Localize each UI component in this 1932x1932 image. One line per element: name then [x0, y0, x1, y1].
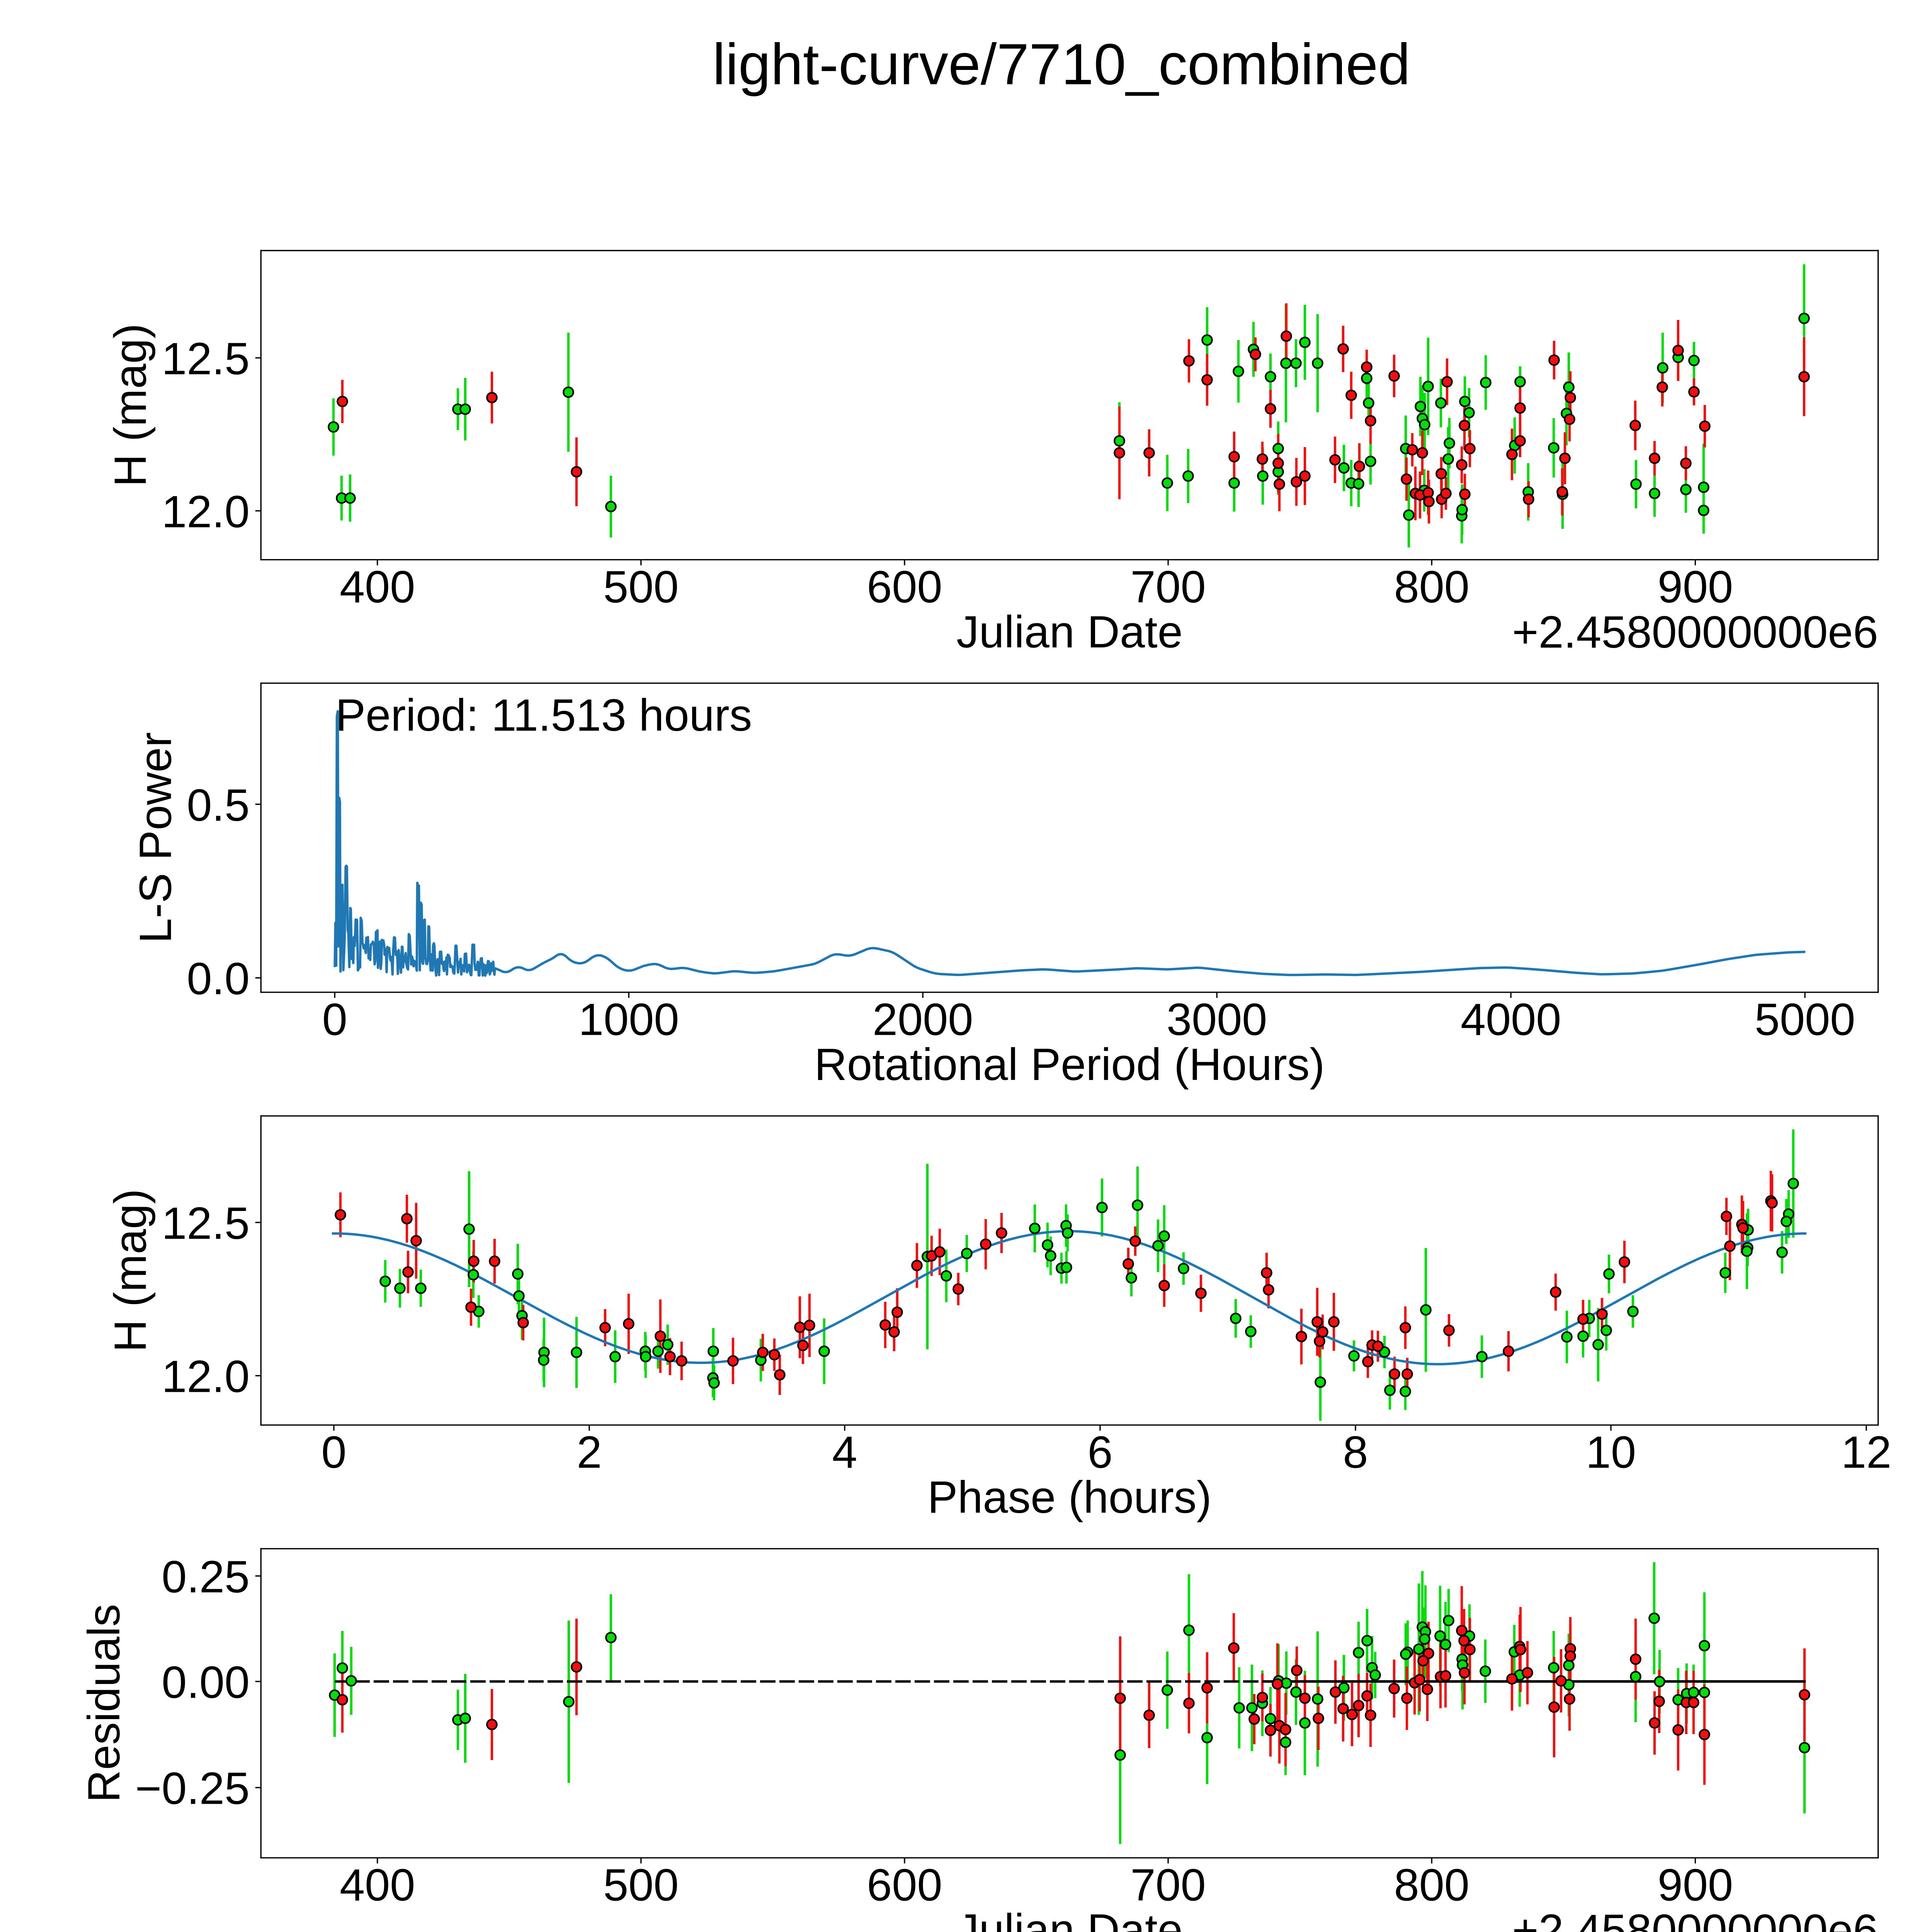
svg-text:12.5: 12.5 — [162, 1198, 250, 1248]
svg-text:+2.4580000000e6: +2.4580000000e6 — [1512, 607, 1878, 657]
svg-text:400: 400 — [340, 1859, 415, 1910]
svg-text:L-S Power: L-S Power — [130, 732, 180, 944]
svg-text:12.0: 12.0 — [162, 1351, 250, 1402]
svg-text:12: 12 — [1841, 1427, 1891, 1477]
svg-text:Period: 11.513 hours: Period: 11.513 hours — [335, 690, 752, 740]
svg-text:Julian Date: Julian Date — [956, 606, 1183, 657]
svg-text:Rotational Period (Hours): Rotational Period (Hours) — [814, 1039, 1325, 1090]
svg-text:800: 800 — [1394, 561, 1469, 612]
svg-text:H (mag): H (mag) — [105, 1189, 155, 1352]
svg-text:Julian Date: Julian Date — [956, 1905, 1183, 1932]
svg-text:4: 4 — [832, 1427, 857, 1477]
svg-text:0.5: 0.5 — [187, 780, 250, 830]
svg-text:2: 2 — [577, 1427, 602, 1477]
svg-text:12.0: 12.0 — [162, 486, 250, 537]
svg-text:light-curve/7710_combined: light-curve/7710_combined — [713, 32, 1410, 97]
svg-text:3000: 3000 — [1167, 994, 1267, 1044]
svg-text:8: 8 — [1343, 1427, 1368, 1477]
svg-text:600: 600 — [867, 1859, 942, 1910]
svg-text:5000: 5000 — [1755, 994, 1855, 1044]
svg-text:12.5: 12.5 — [162, 333, 250, 384]
svg-text:H (mag): H (mag) — [105, 323, 155, 487]
svg-text:0.0: 0.0 — [187, 953, 250, 1004]
svg-text:500: 500 — [603, 1859, 679, 1910]
svg-text:0.25: 0.25 — [162, 1551, 250, 1602]
svg-text:900: 900 — [1658, 1859, 1733, 1910]
svg-text:Phase (hours): Phase (hours) — [927, 1472, 1211, 1522]
svg-text:700: 700 — [1130, 561, 1206, 612]
svg-text:900: 900 — [1658, 561, 1733, 612]
svg-text:10: 10 — [1586, 1427, 1636, 1477]
svg-text:4000: 4000 — [1461, 994, 1561, 1044]
svg-text:0: 0 — [321, 1427, 346, 1477]
svg-text:700: 700 — [1130, 1859, 1206, 1910]
svg-text:2000: 2000 — [872, 994, 973, 1044]
svg-text:800: 800 — [1394, 1859, 1469, 1910]
svg-text:500: 500 — [603, 561, 679, 612]
svg-text:−0.25: −0.25 — [135, 1763, 250, 1814]
svg-text:Residuals: Residuals — [78, 1604, 129, 1803]
svg-text:400: 400 — [340, 561, 415, 612]
svg-text:0.00: 0.00 — [162, 1657, 250, 1708]
svg-text:1000: 1000 — [578, 994, 679, 1044]
svg-text:6: 6 — [1087, 1427, 1112, 1477]
svg-text:0: 0 — [322, 994, 347, 1044]
svg-text:+2.4580000000e6: +2.4580000000e6 — [1512, 1905, 1878, 1932]
svg-text:600: 600 — [867, 561, 942, 612]
